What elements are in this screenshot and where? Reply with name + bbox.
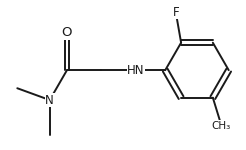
- Text: CH₃: CH₃: [211, 121, 231, 131]
- Text: O: O: [62, 26, 72, 39]
- Text: N: N: [45, 94, 54, 106]
- Text: HN: HN: [127, 64, 145, 77]
- Text: F: F: [173, 6, 180, 19]
